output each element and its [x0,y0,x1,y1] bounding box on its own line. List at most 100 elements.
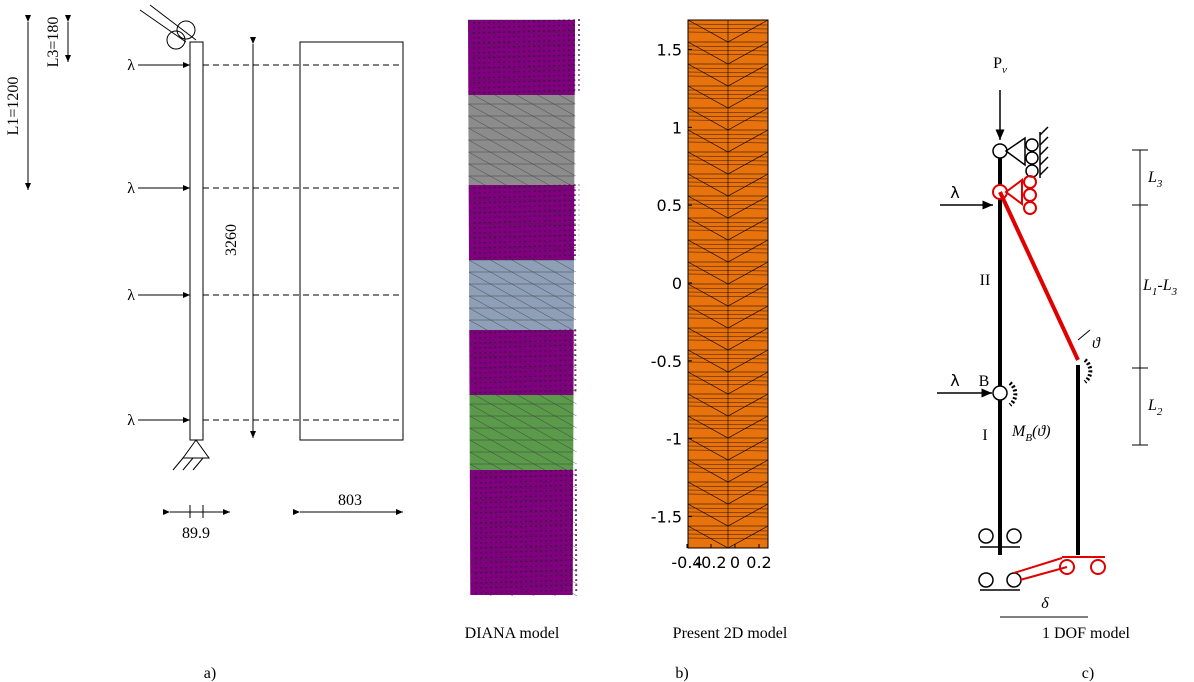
mesh-line [469,439,492,453]
mesh-line [555,487,577,501]
mesh-line [491,451,513,465]
mesh-line [687,177,769,180]
mesh-line [687,67,769,70]
mesh-line [687,45,769,48]
mesh-line [533,439,556,453]
mesh-line [687,537,769,540]
mesh-line [532,139,555,153]
mesh-region [469,330,574,395]
load-arrow [474,479,579,484]
mesh-line [533,367,556,381]
mesh-line [512,463,535,477]
mesh-line [533,355,556,369]
caption: 1 DOF model [1042,625,1131,642]
dim-label: 3260 [223,224,240,256]
mesh-line [555,415,577,429]
mesh-line [490,343,513,357]
mesh-line [490,283,512,297]
mesh-line [687,133,769,136]
mesh-line [554,247,577,261]
mesh-line [490,259,512,273]
mesh-line [687,111,769,114]
mesh-line [533,259,555,273]
mesh-line [532,163,555,177]
mesh-line [469,487,492,501]
mesh-line [490,379,513,393]
load-label: λ [950,183,959,202]
mesh-line [468,283,491,297]
displacement-label: δ [1041,595,1049,612]
mesh-line [553,31,576,45]
mesh-line [489,139,512,153]
mesh-line [687,441,769,444]
mesh-line [469,427,492,441]
mesh-line [687,269,769,272]
load-arrow [475,559,578,564]
mesh-line [491,559,514,573]
mesh-line [687,331,769,334]
panel-label: a) [204,665,216,682]
mesh-line [534,511,556,525]
length-sub: 2 [1157,406,1163,418]
mesh-line [532,43,554,57]
mesh-line [532,199,555,213]
mesh-line [469,499,492,513]
mesh-line [687,507,769,510]
y-tick-label: -1.5 [651,508,682,527]
caption: DIANA model [465,625,560,642]
mesh-line [512,523,535,537]
mesh-line [687,53,769,56]
mesh-line [490,223,512,237]
mesh-line [554,211,576,225]
mesh-line [554,235,576,249]
mesh-line [687,445,769,448]
mesh-line [534,547,556,561]
mesh-line [554,391,577,405]
segment-label: II [980,272,991,289]
mesh-line [534,571,556,585]
mesh-line [687,97,769,100]
mesh-line [489,91,512,105]
mesh-line [554,271,577,285]
mesh-line [687,515,769,518]
load-arrow [475,524,578,529]
load-label-main: P [993,55,1002,72]
length-main: -L [1157,277,1171,294]
load-arrow [475,554,578,559]
mesh-line [470,583,492,597]
load-arrow [474,384,579,389]
mesh-line [687,49,769,52]
mesh-line [533,343,555,357]
mesh-line [687,273,769,276]
y-tick-label: 0 [672,274,682,293]
mesh-line [553,67,576,81]
dim-label: 803 [338,492,362,509]
load-arrow [474,389,579,394]
x-tick-label: 0.2 [746,553,771,572]
mesh-line [533,451,556,465]
mesh-line [687,449,769,452]
load-arrow [474,474,579,479]
mesh-line [532,151,555,165]
mesh-line [534,583,556,597]
moment-sub: B [1025,432,1032,444]
mesh-line [687,309,769,312]
mesh-line [489,43,511,57]
mesh-line [468,163,491,177]
mesh-line [533,331,555,345]
mesh-line [470,559,492,573]
mesh-line [469,403,492,417]
dim-label: L1=1200 [5,77,22,136]
panel-label: b) [675,665,688,682]
mesh-line [511,319,534,333]
mesh-line [687,375,769,378]
mesh-line [469,475,492,489]
mesh-line [532,175,555,189]
mesh-line [511,115,533,129]
mesh-line [490,235,512,249]
length-sub: 1 [1152,286,1158,298]
mesh-line [490,427,513,441]
mesh-line [532,187,555,201]
mesh-line [687,141,769,144]
